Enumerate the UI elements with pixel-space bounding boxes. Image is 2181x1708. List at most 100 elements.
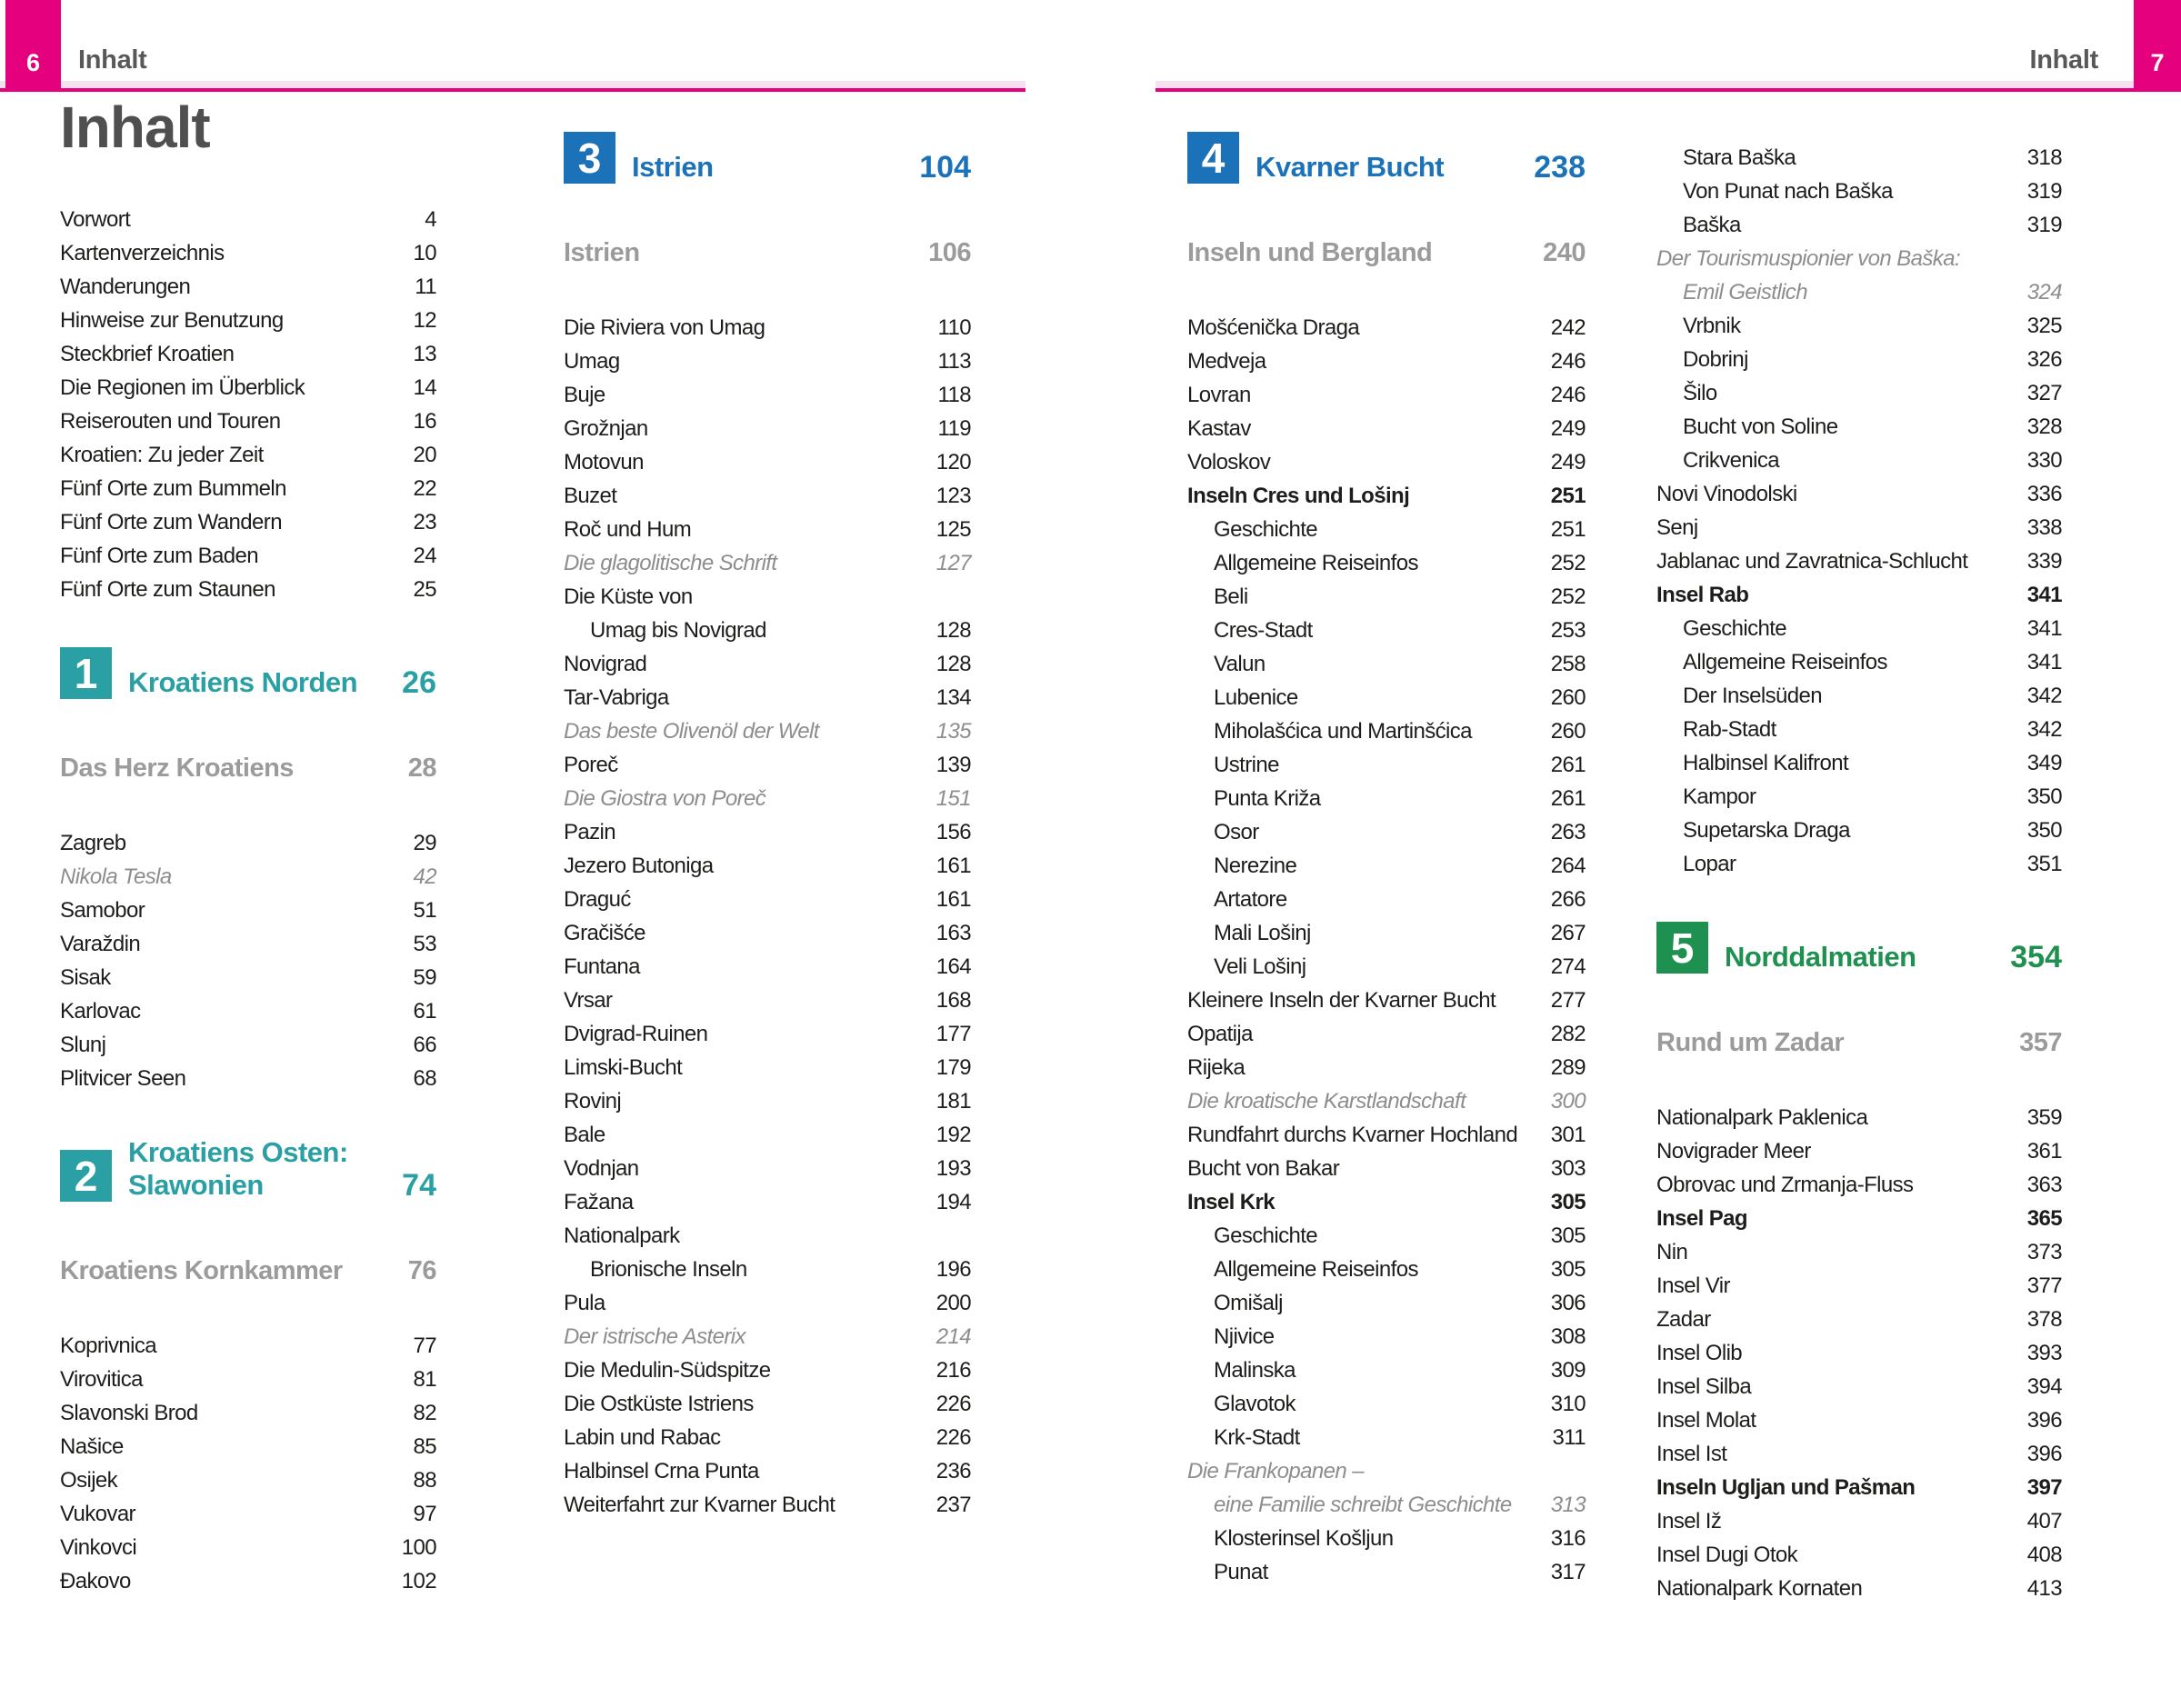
toc-entry-label: Funtana [564, 954, 640, 979]
toc-entry-label: Labin und Rabac [564, 1425, 721, 1450]
toc-entry: Steckbrief Kroatien 13 [60, 342, 437, 375]
toc-entry: Vrsar 168 [564, 988, 972, 1022]
toc-entry: Weiterfahrt zur Kvarner Bucht 237 [564, 1493, 972, 1526]
running-header-right: Inhalt [2029, 45, 2098, 75]
toc-entry: Kartenverzeichnis 10 [60, 241, 437, 275]
toc-entry-page: 151 [935, 786, 972, 811]
toc-entry-page: 119 [937, 416, 972, 441]
toc-entry-page: 200 [935, 1291, 972, 1315]
toc-entry-label: Vodnjan [564, 1156, 639, 1181]
toc-entry-page: 135 [935, 719, 972, 744]
toc-entry-label: Nikola Tesla [60, 864, 172, 889]
toc-subheading: Rund um Zadar 357 [1656, 1028, 2062, 1062]
toc-entry-page: 377 [2026, 1274, 2063, 1298]
toc-entry-label: Klosterinsel Košljun [1214, 1526, 1394, 1551]
toc-entry: Veli Lošinj 274 [1187, 954, 1586, 988]
toc-entry-label: Von Punat nach Baška [1683, 179, 1893, 204]
toc-entry-label: Insel Rab [1656, 583, 1749, 607]
toc-entry-label: Rundfahrt durchs Kvarner Hochland [1187, 1123, 1518, 1147]
toc-entry-label: Vinkovci [60, 1535, 137, 1560]
toc-entry: Mali Lošinj 267 [1187, 921, 1586, 954]
section-page: 74 [402, 1168, 436, 1203]
toc-entry-page: 260 [1550, 719, 1586, 744]
toc-entry-page: 4 [425, 207, 436, 232]
toc-entry-page: 16 [413, 409, 437, 434]
toc-entry: Hinweise zur Benutzung 12 [60, 308, 437, 342]
toc-entry: Halbinsel Kalifront 349 [1656, 751, 2063, 784]
toc-entry-label: Nationalpark Paklenica [1656, 1105, 1868, 1130]
toc-entry-page: 161 [935, 887, 972, 912]
toc-entry: Halbinsel Crna Punta 236 [564, 1459, 972, 1493]
toc-entry: Jezero Butoniga 161 [564, 854, 972, 887]
header-band-left [0, 81, 1025, 88]
toc-entry-label: Allgemeine Reiseinfos [1683, 650, 1887, 674]
section-number-box: 2 [60, 1150, 112, 1202]
toc-entry: Vodnjan 193 [564, 1156, 972, 1190]
toc-entry-page: 342 [2026, 717, 2063, 742]
toc-entry-label: Senj [1656, 515, 1698, 540]
toc-entry: Geschichte 251 [1187, 517, 1586, 551]
toc-entry: Punat 317 [1187, 1560, 1586, 1593]
toc-entry: Mošćenička Draga 242 [1187, 315, 1586, 349]
subheading-label: Das Herz Kroatiens [60, 754, 294, 783]
toc-entry-label: Vrbnik [1683, 314, 1741, 338]
toc-entry-label: Dvigrad-Ruinen [564, 1022, 708, 1046]
page-title: Inhalt [60, 95, 211, 160]
toc-entry-page: 192 [935, 1123, 972, 1147]
toc-entry-label: Nerezine [1214, 854, 1297, 878]
section-page: 104 [919, 150, 971, 185]
toc-entry: Limski-Bucht 179 [564, 1055, 972, 1089]
toc-entry-label: Nationalpark Kornaten [1656, 1576, 1863, 1601]
toc-entry-page: 336 [2026, 482, 2063, 506]
toc-entry: Lubenice 260 [1187, 685, 1586, 719]
toc-entry-page: 128 [935, 652, 972, 676]
toc-entry: Slunj 66 [60, 1033, 437, 1066]
toc-entry: Geschichte 341 [1656, 616, 2063, 650]
toc-entry-label: Crikvenica [1683, 448, 1780, 473]
toc-entry-label: Đakovo [60, 1569, 131, 1593]
toc-entry: Bucht von Bakar 303 [1187, 1156, 1586, 1190]
toc-entry-label: Novigrad [564, 652, 647, 676]
toc-entry-label: Allgemeine Reiseinfos [1214, 551, 1418, 575]
toc-entry-label: Bucht von Soline [1683, 415, 1838, 439]
toc-entry-label: Der Inselsüden [1683, 684, 1823, 708]
toc-entry-label: Tar-Vabriga [564, 685, 669, 710]
toc-entry-page: 25 [413, 577, 437, 602]
toc-entry-page: 242 [1550, 315, 1586, 340]
toc-entry-page: 123 [935, 484, 972, 508]
toc-entry: Nerezine 264 [1187, 854, 1586, 887]
toc-entry-page: 261 [1550, 753, 1586, 777]
toc-entry-label: Nin [1656, 1240, 1688, 1264]
toc-entry-page: 342 [2026, 684, 2063, 708]
toc-entry-label: Punta Križa [1214, 786, 1321, 811]
toc-entry-page: 11 [415, 275, 436, 299]
toc-entry: Labin und Rabac 226 [564, 1425, 972, 1459]
toc-entry-label: Baška [1683, 213, 1741, 237]
toc-entry: Rovinj 181 [564, 1089, 972, 1123]
section-title-line: Istrien [632, 151, 714, 183]
toc-entry-label: Medveja [1187, 349, 1266, 374]
subheading-label: Inseln und Bergland [1187, 238, 1433, 267]
toc-entry-page: 216 [935, 1358, 972, 1383]
toc-entry-label: Ustrine [1214, 753, 1279, 777]
toc-entry-label: Umag bis Novigrad [590, 618, 766, 643]
toc-entry-label: Fünf Orte zum Baden [60, 544, 259, 568]
toc-entry: Umag bis Novigrad 128 [564, 618, 972, 652]
header-band-right [1156, 81, 2181, 88]
toc-entry-label: Poreč [564, 753, 618, 777]
toc-entry-page: 181 [935, 1089, 972, 1114]
toc-entry-page: 316 [1550, 1526, 1586, 1551]
subheading-page: 76 [407, 1256, 437, 1285]
toc-entry-label: Geschichte [1683, 616, 1787, 641]
toc-entry-label: Omišalj [1214, 1291, 1283, 1315]
toc-entry-page: 311 [1552, 1425, 1586, 1450]
toc-entry-page: 246 [1550, 383, 1586, 407]
section-number-box: 3 [564, 132, 615, 184]
toc-entry: Insel Krk 305 [1187, 1190, 1586, 1224]
toc-entry-page: 59 [413, 965, 437, 990]
toc-entry: Funtana 164 [564, 954, 972, 988]
toc-entry-label: Motovun [564, 450, 644, 474]
toc-entry-label: Artatore [1214, 887, 1287, 912]
toc-entry-label: Umag [564, 349, 620, 374]
toc-entry: Reiserouten und Touren 16 [60, 409, 437, 443]
